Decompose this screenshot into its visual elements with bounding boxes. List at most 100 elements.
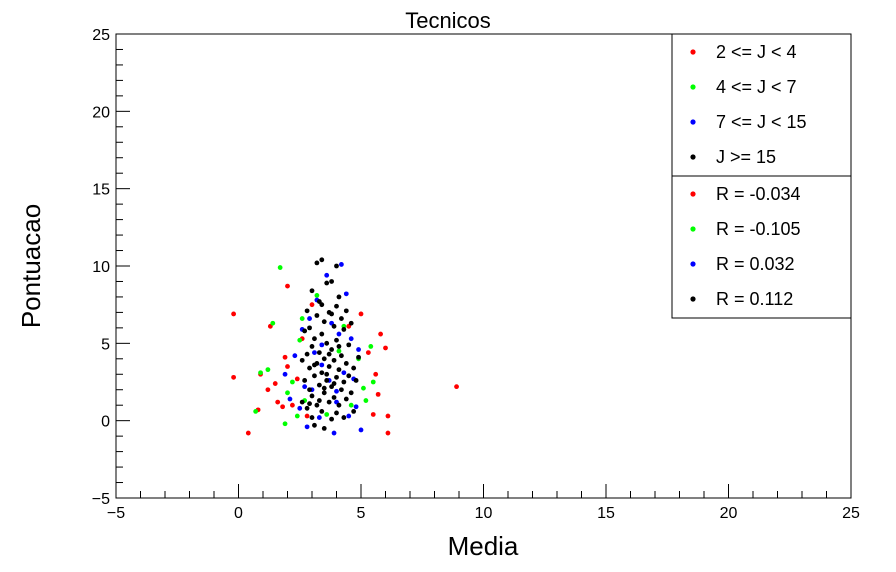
data-point xyxy=(329,347,334,352)
data-point xyxy=(282,371,288,377)
data-point xyxy=(307,365,312,371)
data-point xyxy=(245,430,251,436)
data-point xyxy=(319,362,325,368)
data-point xyxy=(385,430,391,436)
data-point xyxy=(353,378,359,383)
data-point xyxy=(336,294,342,300)
data-point xyxy=(334,337,339,343)
x-tick-label: 25 xyxy=(842,505,860,522)
data-point xyxy=(361,385,366,391)
data-point xyxy=(351,365,357,371)
data-point xyxy=(358,311,364,317)
data-point xyxy=(321,356,327,362)
data-point xyxy=(343,291,349,297)
data-point xyxy=(314,402,320,408)
data-point xyxy=(343,396,349,402)
data-point xyxy=(299,316,305,321)
data-points xyxy=(231,257,459,436)
legend-label: R = -0.105 xyxy=(716,219,801,239)
x-tick-label: 5 xyxy=(357,505,366,522)
legend-marker xyxy=(690,49,696,55)
data-point xyxy=(231,374,237,380)
data-point xyxy=(331,395,337,400)
data-point xyxy=(331,430,337,436)
data-point xyxy=(265,387,271,393)
data-point xyxy=(231,311,237,317)
data-point xyxy=(370,412,376,417)
y-axis-title: Pontuacao xyxy=(16,204,46,328)
data-point xyxy=(348,336,354,342)
legend-marker xyxy=(690,261,696,267)
data-point xyxy=(265,367,271,373)
data-point xyxy=(329,416,334,422)
data-point xyxy=(319,342,325,348)
data-point xyxy=(297,337,303,343)
data-point xyxy=(334,303,339,309)
y-tick-label: 25 xyxy=(92,27,110,44)
data-point xyxy=(297,405,303,411)
data-point xyxy=(316,350,322,356)
data-point xyxy=(319,408,325,414)
data-point xyxy=(351,408,357,414)
data-point xyxy=(307,401,312,407)
data-point xyxy=(324,272,330,278)
data-point xyxy=(324,371,330,377)
y-tick-label: 10 xyxy=(92,259,110,276)
data-point xyxy=(316,415,322,420)
data-point xyxy=(307,316,312,321)
data-point xyxy=(331,381,337,386)
data-point xyxy=(358,427,364,433)
legend-box xyxy=(671,175,852,319)
data-point xyxy=(353,404,359,410)
data-point xyxy=(275,399,281,405)
data-point xyxy=(299,357,305,363)
data-point xyxy=(324,378,330,383)
legend-label: 7 <= J < 15 xyxy=(716,112,807,132)
data-point xyxy=(302,384,308,390)
data-point xyxy=(375,391,381,397)
data-point xyxy=(319,302,325,308)
data-point xyxy=(378,331,383,337)
data-point xyxy=(346,413,352,419)
data-point xyxy=(314,313,320,318)
data-point xyxy=(290,402,295,408)
data-point xyxy=(339,387,344,393)
data-point xyxy=(383,345,388,351)
y-tick-label: 5 xyxy=(101,336,110,353)
data-point xyxy=(368,344,374,349)
data-point xyxy=(287,396,293,402)
data-point xyxy=(370,379,376,385)
data-point xyxy=(270,320,276,326)
y-tick-label: 20 xyxy=(92,104,110,121)
data-point xyxy=(331,357,337,363)
data-point xyxy=(321,426,327,431)
legend-label: 2 <= J < 4 xyxy=(716,42,797,62)
data-point xyxy=(331,323,337,329)
data-point xyxy=(304,413,310,419)
data-point xyxy=(314,292,320,298)
legend-label: J >= 15 xyxy=(716,147,776,167)
data-point xyxy=(336,331,342,337)
x-tick-label: −5 xyxy=(107,505,125,522)
x-axis-title: Media xyxy=(448,531,519,561)
data-point xyxy=(302,328,308,334)
legend-marker xyxy=(690,154,696,160)
data-point xyxy=(309,393,315,399)
data-point xyxy=(346,373,352,379)
legend-marker xyxy=(690,226,696,232)
data-point xyxy=(343,308,349,314)
data-point xyxy=(329,311,334,317)
data-point xyxy=(326,364,332,369)
data-point xyxy=(309,302,315,308)
x-axis: −5 0 5 10 15 20 25 xyxy=(107,484,860,522)
data-point xyxy=(312,422,317,428)
data-point xyxy=(277,265,283,270)
data-point xyxy=(253,408,259,414)
data-point xyxy=(312,362,317,368)
data-point xyxy=(324,412,330,417)
data-point xyxy=(304,351,310,357)
data-point xyxy=(341,370,347,376)
data-point xyxy=(290,379,295,385)
data-point xyxy=(321,385,327,391)
data-point xyxy=(341,327,347,332)
